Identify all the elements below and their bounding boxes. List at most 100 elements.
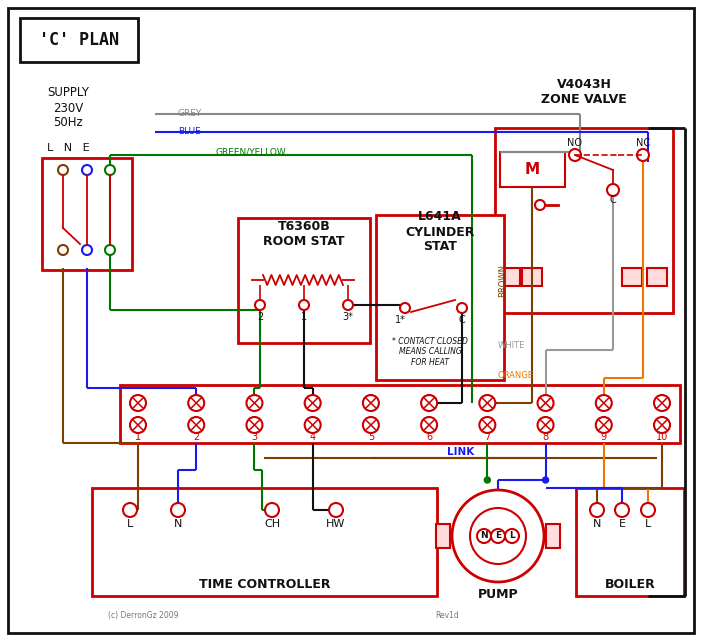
Circle shape <box>105 245 115 255</box>
Circle shape <box>246 417 263 433</box>
Bar <box>495 128 673 313</box>
Bar <box>576 488 684 596</box>
Circle shape <box>255 300 265 310</box>
Circle shape <box>363 395 379 411</box>
Circle shape <box>479 417 496 433</box>
Circle shape <box>470 508 526 564</box>
Text: 9: 9 <box>601 432 607 442</box>
Circle shape <box>535 200 545 210</box>
Circle shape <box>607 184 619 196</box>
Text: N: N <box>592 519 601 529</box>
Text: 5: 5 <box>368 432 374 442</box>
Text: C: C <box>609 195 616 205</box>
Circle shape <box>479 395 496 411</box>
Text: HW: HW <box>326 519 345 529</box>
Text: NC: NC <box>636 138 650 148</box>
Bar <box>42 158 132 270</box>
Text: (c) DerronGz 2009: (c) DerronGz 2009 <box>108 611 178 620</box>
Circle shape <box>596 417 611 433</box>
Circle shape <box>457 303 467 313</box>
Bar <box>376 215 504 380</box>
Bar <box>500 152 565 187</box>
Circle shape <box>265 503 279 517</box>
Bar <box>120 385 680 443</box>
Circle shape <box>654 395 670 411</box>
Circle shape <box>590 503 604 517</box>
Text: 1: 1 <box>135 432 141 442</box>
Circle shape <box>615 503 629 517</box>
Text: CH: CH <box>264 519 280 529</box>
Text: BLUE: BLUE <box>178 128 201 137</box>
Circle shape <box>538 417 554 433</box>
Bar <box>20 18 138 62</box>
Text: WHITE: WHITE <box>498 341 525 350</box>
Text: 6: 6 <box>426 432 432 442</box>
Text: LINK: LINK <box>447 447 475 457</box>
Text: 2: 2 <box>257 312 263 322</box>
Text: 'C' PLAN: 'C' PLAN <box>39 31 119 49</box>
Text: 3*: 3* <box>343 312 353 322</box>
Text: E: E <box>618 519 625 529</box>
Circle shape <box>82 165 92 175</box>
Bar <box>546 524 560 548</box>
Circle shape <box>171 503 185 517</box>
Bar <box>436 524 450 548</box>
Text: M: M <box>524 162 540 176</box>
Circle shape <box>484 477 490 483</box>
Circle shape <box>477 529 491 543</box>
Bar <box>238 218 370 343</box>
Text: Rev1d: Rev1d <box>435 611 458 620</box>
Circle shape <box>569 149 581 161</box>
Bar <box>647 268 667 286</box>
Text: L641A
CYLINDER
STAT: L641A CYLINDER STAT <box>405 210 475 253</box>
Text: 10: 10 <box>656 432 668 442</box>
Text: ORANGE: ORANGE <box>498 371 534 380</box>
Text: 1*: 1* <box>395 315 406 325</box>
Text: L: L <box>509 531 515 540</box>
Text: GREY: GREY <box>178 110 202 119</box>
Text: SUPPLY
230V
50Hz: SUPPLY 230V 50Hz <box>47 87 89 129</box>
Circle shape <box>538 395 554 411</box>
Bar <box>522 268 542 286</box>
Circle shape <box>543 477 548 483</box>
Text: T6360B
ROOM STAT: T6360B ROOM STAT <box>263 220 345 248</box>
Circle shape <box>505 529 519 543</box>
Circle shape <box>82 245 92 255</box>
Text: L: L <box>127 519 133 529</box>
Circle shape <box>343 300 353 310</box>
Bar <box>92 488 437 596</box>
Text: N: N <box>174 519 183 529</box>
Text: C: C <box>458 315 465 325</box>
Text: 8: 8 <box>543 432 549 442</box>
Bar <box>622 268 642 286</box>
Circle shape <box>123 503 137 517</box>
Circle shape <box>329 503 343 517</box>
Circle shape <box>637 149 649 161</box>
Circle shape <box>421 417 437 433</box>
Text: V4043H
ZONE VALVE: V4043H ZONE VALVE <box>541 78 627 106</box>
Text: BOILER: BOILER <box>604 578 656 590</box>
Circle shape <box>305 395 321 411</box>
Circle shape <box>400 303 410 313</box>
Circle shape <box>188 417 204 433</box>
Circle shape <box>421 395 437 411</box>
Text: 2: 2 <box>193 432 199 442</box>
Text: * CONTACT CLOSED
MEANS CALLING
FOR HEAT: * CONTACT CLOSED MEANS CALLING FOR HEAT <box>392 337 468 367</box>
Circle shape <box>452 490 544 582</box>
Circle shape <box>654 417 670 433</box>
Text: L   N   E: L N E <box>47 143 89 153</box>
Text: 1: 1 <box>301 312 307 322</box>
Text: N: N <box>480 531 488 540</box>
Text: 3: 3 <box>251 432 258 442</box>
Text: 7: 7 <box>484 432 491 442</box>
Text: NO: NO <box>567 138 583 148</box>
Circle shape <box>491 529 505 543</box>
Circle shape <box>246 395 263 411</box>
Circle shape <box>641 503 655 517</box>
Circle shape <box>299 300 309 310</box>
Text: PUMP: PUMP <box>477 588 518 601</box>
Circle shape <box>305 417 321 433</box>
Circle shape <box>58 165 68 175</box>
Text: BROWN: BROWN <box>498 264 507 297</box>
Text: L: L <box>645 519 651 529</box>
